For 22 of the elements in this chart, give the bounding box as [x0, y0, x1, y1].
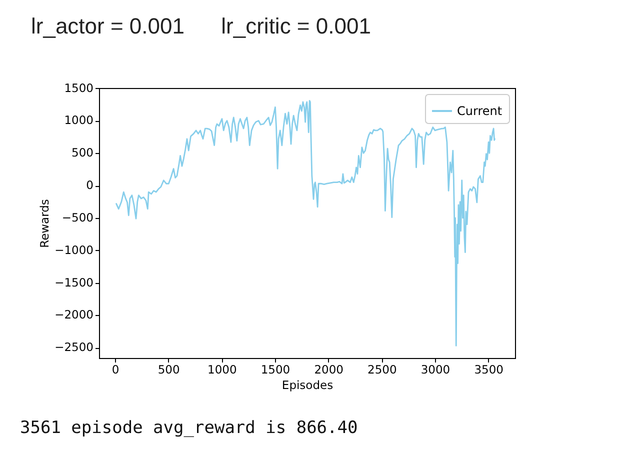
- y-tick-label: −2500: [54, 340, 94, 354]
- x-tick-label: 1500: [260, 362, 290, 376]
- y-tick-label: −500: [62, 210, 94, 224]
- x-tick-label: 3500: [474, 362, 504, 376]
- y-tick-label: −2000: [54, 308, 94, 322]
- x-tick-label: 0: [112, 362, 120, 376]
- x-tick-label: 500: [158, 362, 180, 376]
- y-tick-label: 1000: [64, 113, 94, 128]
- text: 3561 episode avg_reward is 866.40: [20, 418, 358, 438]
- x-tick-label: 1000: [208, 362, 237, 376]
- legend-label: Current: [457, 104, 502, 118]
- y-tick-label: −1500: [54, 275, 94, 290]
- y-tick-label: 500: [72, 146, 94, 160]
- y-tick-label: 0: [86, 178, 94, 192]
- chart-title: lr_actor = 0.001 lr_critic = 0.001: [31, 13, 371, 38]
- x-tick-label: 3000: [420, 362, 450, 376]
- x-axis-title: Episodes: [282, 378, 334, 392]
- x-tick-label: 2500: [368, 362, 397, 376]
- y-axis-title: Rewards: [38, 199, 52, 248]
- y-tick-label: 1500: [64, 80, 94, 95]
- y-tick-label: −1000: [54, 242, 94, 257]
- x-tick-label: 2000: [314, 362, 344, 376]
